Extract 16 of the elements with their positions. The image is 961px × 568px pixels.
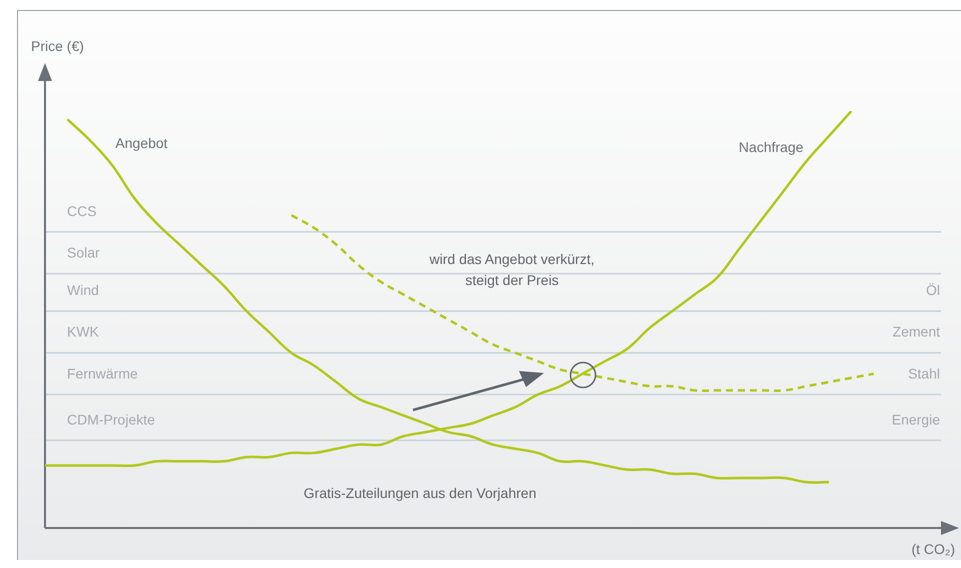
series-label: Angebot [115, 135, 168, 152]
annotation: Öl [926, 282, 940, 298]
ref-line-label: CCS [67, 202, 97, 219]
series-label: Nachfrage [738, 138, 804, 155]
annotation: Stahl [908, 365, 940, 382]
annotation: Energie [892, 411, 940, 428]
annotation: wird das Angebot verkürzt, steigt der Preis [428, 250, 594, 288]
ref-line-label: KWK [67, 324, 100, 340]
ref-line-label: CDM-Projekte [67, 411, 156, 428]
annotation: Gratis-Zuteilungen aus den Vorjahren [304, 484, 536, 501]
ref-line-label: Fernwärme [67, 365, 138, 382]
ref-line-label: Wind [67, 282, 99, 298]
y-axis-title: Price (€) [31, 38, 84, 54]
x-axis-title: (t CO₂) [911, 540, 955, 557]
annotation: Zement [892, 324, 940, 340]
ref-line-label: Solar [67, 244, 100, 260]
